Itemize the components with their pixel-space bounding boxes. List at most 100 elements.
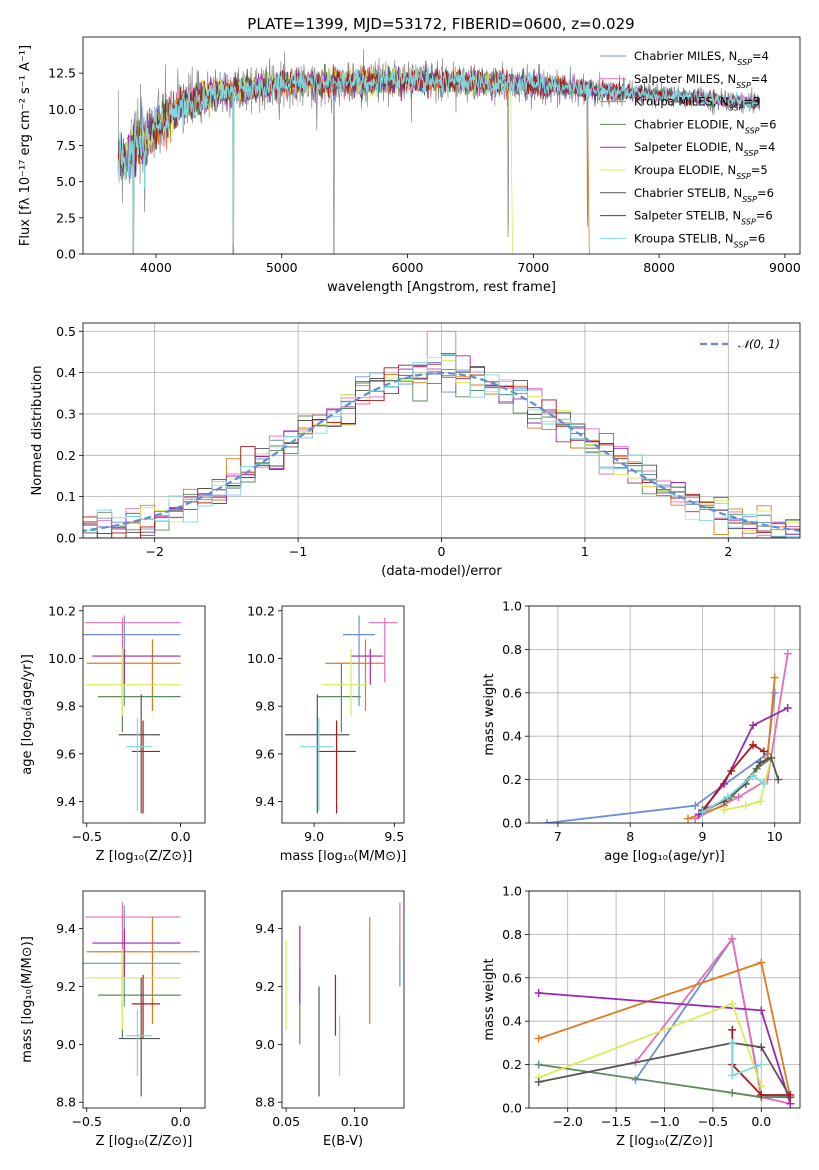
x-tick-label: 0.0 — [171, 829, 191, 844]
data-point-marker — [749, 771, 758, 780]
legend-label: Salpeter STELIB, NSSP=6 — [634, 209, 773, 227]
y-tick-label: 0.0 — [502, 816, 522, 831]
data-point-marker — [783, 649, 792, 658]
y-tick-label: 0.5 — [56, 324, 76, 339]
data-point-marker — [691, 801, 700, 810]
data-point-marker — [749, 721, 758, 730]
data-point-marker — [770, 673, 779, 682]
x-tick-label: 8000 — [643, 260, 675, 275]
y-tick-label: 8.8 — [56, 1095, 76, 1110]
data-point-marker — [727, 766, 736, 775]
legend-label: Kroupa ELODIE, NSSP=5 — [634, 163, 768, 181]
y-tick-label: 0.0 — [56, 531, 76, 546]
y-axis-label: Flux [fλ 10⁻¹⁷ erg cm⁻² s⁻¹ A⁻¹] — [18, 45, 33, 246]
data-point-marker — [749, 740, 758, 749]
data-point-marker — [757, 1060, 766, 1069]
x-tick-label: 9.5 — [384, 829, 404, 844]
y-axis-label: mass [log₁₀(M/M⊙)] — [20, 936, 35, 1063]
data-point-marker — [786, 1090, 795, 1099]
y-axis-label: mass weight — [482, 673, 497, 755]
y-tick-label: 9.4 — [56, 921, 76, 936]
data-point-marker — [723, 792, 732, 801]
y-tick-label: 9.8 — [56, 699, 76, 714]
axes-frame — [82, 605, 206, 824]
y-tick-label: 0.4 — [502, 729, 522, 744]
legend-label: Salpeter ELODIE, NSSP=4 — [634, 140, 775, 158]
data-point-marker — [757, 1082, 766, 1091]
figure-title: PLATE=1399, MJD=53172, FIBERID=0600, z=0… — [247, 15, 634, 33]
y-tick-label: 10.2 — [48, 603, 76, 618]
data-point-marker — [534, 988, 543, 997]
data-point-marker — [728, 934, 737, 943]
y-tick-label: 0.1 — [56, 489, 76, 504]
spectrum-plot-area — [117, 49, 761, 254]
y-tick-label: 7.5 — [56, 138, 76, 153]
age-vs-Z-plot-area — [83, 615, 181, 814]
legend-label: Kroupa STELIB, NSSP=6 — [634, 231, 765, 249]
x-tick-label: 7000 — [517, 260, 549, 275]
x-axis-label: mass [log₁₀(M/M⊙)] — [280, 849, 407, 864]
mass-weight-line — [701, 774, 765, 813]
y-tick-label: 10.0 — [48, 102, 76, 117]
mass-vs-EBV-panel: 0.05 0.10 8.8 9.0 9.2 9.4 E(B-V) — [255, 890, 405, 1149]
mass-weight-line — [701, 743, 765, 813]
x-tick-label: −2 — [145, 544, 163, 559]
data-point-marker — [774, 775, 783, 784]
x-tick-label: 5000 — [266, 260, 298, 275]
y-tick-label: 10.0 — [48, 651, 76, 666]
axes-frame — [281, 605, 405, 824]
age-vs-Z-panel: −0.5 0.0 9.4 9.6 9.8 10.0 10.2 Z [log₁₀(Z/Z⊙)] a… — [20, 603, 206, 864]
axes-frame — [82, 890, 206, 1109]
x-tick-label: −0.5 — [72, 829, 102, 844]
x-tick-label: 10 — [767, 829, 783, 844]
data-point-marker — [734, 792, 743, 801]
data-point-marker — [759, 747, 768, 756]
legend-label: Chabrier STELIB, NSSP=6 — [634, 186, 774, 204]
legend-label: 𝒩(0, 1) — [738, 337, 780, 351]
x-tick-label: 4000 — [140, 260, 172, 275]
x-tick-label: −1 — [289, 544, 307, 559]
y-tick-label: 9.6 — [255, 746, 275, 761]
model-spectrum-line — [117, 63, 761, 254]
y-tick-label: 10.0 — [247, 651, 275, 666]
legend-label: Chabrier MILES, NSSP=4 — [634, 49, 769, 67]
legend-label: Kroupa MILES, NSSP=3 — [634, 95, 760, 113]
y-tick-label: 2.5 — [56, 210, 76, 225]
spectrum-legend: Chabrier MILES, NSSP=4 Salpeter MILES, NS… — [600, 49, 776, 249]
mass-vs-Z-panel: −0.5 0.0 8.8 9.0 9.2 9.4 Z [log₁₀(Z/Z⊙)] mass [… — [20, 890, 206, 1149]
y-axis-label: mass weight — [482, 958, 497, 1040]
y-tick-label: 12.5 — [48, 66, 76, 81]
y-tick-label: 9.4 — [255, 921, 275, 936]
data-point-marker — [728, 1025, 737, 1034]
y-tick-label: 9.0 — [255, 1037, 275, 1052]
x-tick-label: −1.0 — [649, 1114, 679, 1129]
y-tick-label: 0.4 — [56, 365, 76, 380]
x-axis-label: wavelength [Angstrom, rest frame] — [327, 280, 556, 295]
y-tick-label: 0.8 — [502, 642, 522, 657]
mass-weight-line — [538, 1063, 791, 1099]
x-tick-label: 0.0 — [171, 1114, 191, 1129]
data-point-marker — [741, 801, 750, 810]
y-tick-label: 9.6 — [56, 746, 76, 761]
x-axis-label: age [log₁₀(age/yr)] — [604, 849, 725, 864]
y-tick-label: 9.0 — [56, 1037, 76, 1052]
data-point-marker — [683, 814, 692, 823]
legend-label: Salpeter MILES, NSSP=4 — [634, 72, 768, 90]
data-point-marker — [756, 797, 765, 806]
mass-vs-EBV-plot-area — [285, 902, 401, 1097]
axes-frame — [82, 36, 801, 255]
x-tick-label: −0.5 — [72, 1114, 102, 1129]
data-point-marker — [756, 758, 765, 767]
weight-vs-Z-plot-area — [534, 934, 795, 1108]
y-tick-label: 0.8 — [502, 927, 522, 942]
residual-histogram — [83, 366, 800, 538]
y-tick-label: 9.4 — [56, 794, 76, 809]
y-tick-label: 9.4 — [255, 794, 275, 809]
data-point-marker — [728, 1088, 737, 1097]
y-axis-label: Normed distribution — [30, 366, 45, 496]
data-point-marker — [728, 1038, 737, 1047]
weight-vs-Z-panel: −2.0 −1.5 −1.0 −0.5 0.0 0.0 0.2 0.4 0.6 0.8 1.0 Z [… — [482, 884, 801, 1149]
data-point-marker — [757, 958, 766, 967]
y-axis-label: age [log₁₀(age/yr)] — [20, 654, 35, 775]
